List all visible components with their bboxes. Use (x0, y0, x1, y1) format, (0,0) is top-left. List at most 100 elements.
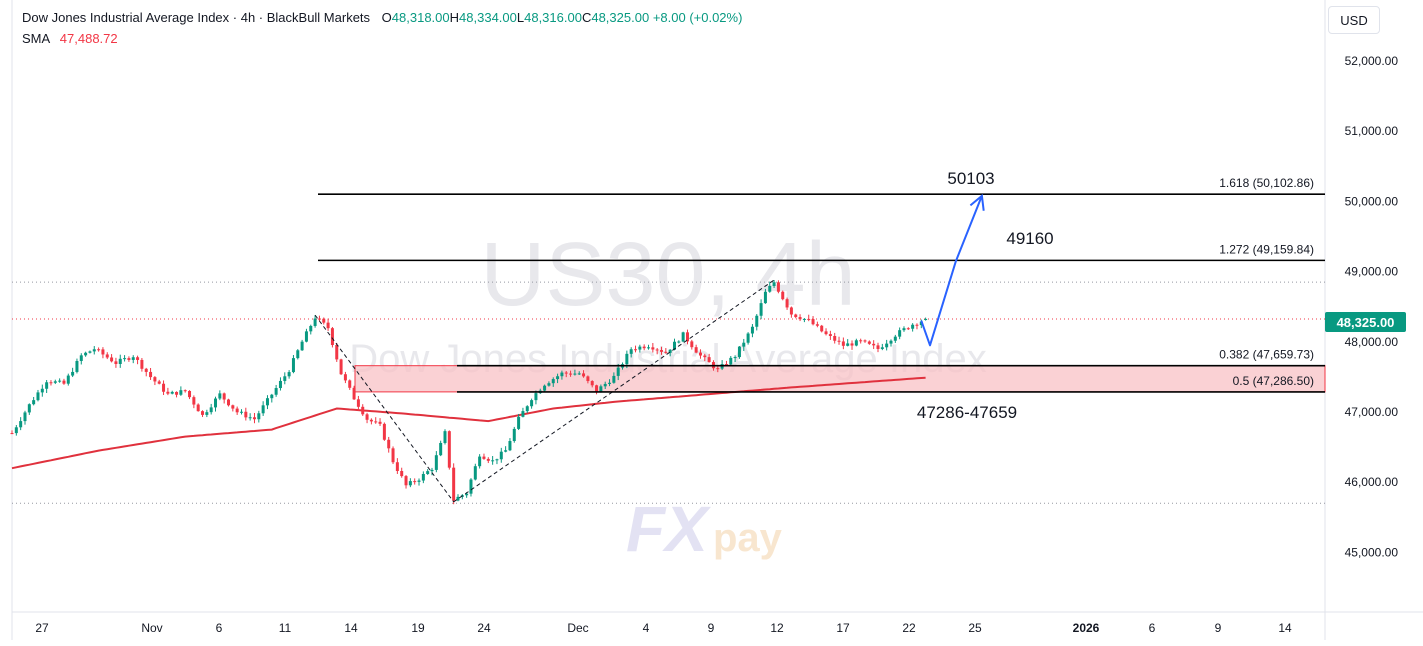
candle[interactable] (698, 349, 702, 359)
candle[interactable] (313, 315, 317, 328)
candle[interactable] (97, 347, 101, 352)
candle[interactable] (274, 384, 278, 397)
candle[interactable] (911, 323, 915, 332)
candle[interactable] (304, 328, 308, 343)
candle[interactable] (569, 370, 573, 377)
candle[interactable] (36, 389, 40, 402)
candle[interactable] (149, 367, 153, 380)
candle[interactable] (105, 352, 109, 360)
candle[interactable] (84, 351, 88, 357)
sma-path[interactable] (11, 376, 926, 470)
candle[interactable] (395, 458, 399, 474)
candle[interactable] (729, 356, 733, 367)
candle[interactable] (582, 370, 586, 378)
candle[interactable] (668, 349, 672, 357)
candle[interactable] (71, 367, 75, 378)
candle[interactable] (248, 413, 252, 421)
candle[interactable] (837, 336, 841, 345)
candle[interactable] (885, 339, 889, 351)
candle[interactable] (270, 393, 274, 403)
candle[interactable] (283, 372, 287, 385)
candle[interactable] (222, 392, 226, 404)
candle[interactable] (352, 385, 356, 401)
candle[interactable] (781, 290, 785, 301)
candle[interactable] (525, 405, 529, 413)
candle[interactable] (408, 478, 412, 488)
candle[interactable] (309, 324, 313, 335)
projection-path[interactable] (920, 195, 983, 347)
candle[interactable] (58, 378, 62, 383)
candle[interactable] (188, 390, 192, 400)
candle[interactable] (681, 331, 685, 343)
candle[interactable] (491, 456, 495, 465)
x-axis[interactable]: 27 Nov 6 11 14 19 24 Dec 4 9 12 17 22 25 2026 6 9 14 (35, 621, 1292, 635)
fib-levels[interactable]: 1.618 (50,102.86) 1.272 (49,159.84) 0.382 … (318, 176, 1325, 393)
candle[interactable] (14, 425, 18, 436)
candle[interactable] (443, 429, 447, 445)
candle[interactable] (512, 426, 516, 443)
candle[interactable] (192, 395, 196, 409)
candle[interactable] (789, 306, 793, 318)
candle[interactable] (833, 332, 837, 344)
candle[interactable] (456, 494, 460, 502)
candle[interactable] (638, 344, 642, 353)
candle[interactable] (794, 313, 798, 319)
candle[interactable] (227, 398, 230, 407)
candle[interactable] (175, 391, 179, 398)
candle[interactable] (447, 430, 451, 470)
candle[interactable] (820, 324, 824, 333)
candle[interactable] (382, 422, 386, 441)
candle[interactable] (131, 355, 135, 364)
candle[interactable] (924, 317, 928, 321)
candle[interactable] (239, 409, 243, 415)
candle[interactable] (517, 413, 521, 431)
candle[interactable] (859, 338, 863, 344)
candle[interactable] (374, 417, 378, 424)
candle[interactable] (356, 395, 360, 411)
candle[interactable] (872, 340, 876, 350)
candle[interactable] (850, 340, 854, 350)
candle[interactable] (287, 370, 291, 379)
candle[interactable] (19, 417, 23, 431)
candle[interactable] (906, 327, 910, 330)
candle[interactable] (361, 404, 365, 416)
candle[interactable] (876, 342, 880, 353)
candle[interactable] (166, 387, 170, 396)
candle[interactable] (49, 380, 53, 386)
candle[interactable] (144, 367, 148, 377)
candle[interactable] (863, 339, 867, 343)
candle[interactable] (577, 371, 581, 376)
candle[interactable] (590, 380, 594, 388)
candle[interactable] (261, 401, 265, 416)
candle[interactable] (27, 403, 31, 415)
candle[interactable] (183, 389, 187, 393)
support-zone-box[interactable] (354, 365, 1326, 393)
candle[interactable] (322, 317, 326, 325)
candle[interactable] (586, 375, 590, 384)
candle[interactable] (110, 354, 114, 363)
candle[interactable] (647, 344, 651, 350)
candle[interactable] (716, 365, 720, 373)
support-zone[interactable] (354, 365, 1326, 393)
sma-line[interactable] (11, 376, 926, 470)
candlesticks[interactable] (10, 280, 928, 505)
candle[interactable] (521, 407, 525, 418)
candle[interactable] (265, 395, 269, 410)
candle[interactable] (616, 363, 620, 381)
candle[interactable] (40, 384, 44, 397)
candle[interactable] (867, 340, 871, 345)
candle[interactable] (595, 384, 599, 395)
candle[interactable] (235, 406, 239, 415)
candle[interactable] (828, 330, 832, 340)
candle[interactable] (430, 467, 434, 476)
candle[interactable] (690, 339, 694, 350)
candle[interactable] (417, 478, 421, 486)
candle[interactable] (257, 410, 261, 423)
candle[interactable] (612, 372, 616, 384)
candle[interactable] (378, 418, 382, 427)
candle[interactable] (326, 318, 330, 331)
candle[interactable] (815, 321, 819, 328)
candle[interactable] (201, 410, 205, 418)
candle[interactable] (123, 355, 127, 362)
